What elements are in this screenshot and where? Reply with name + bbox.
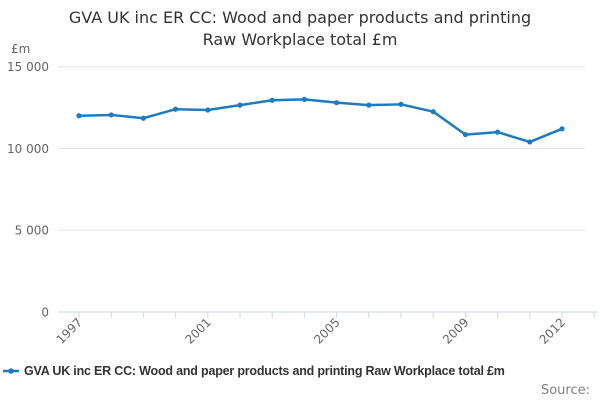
y-tick-label: 15 000	[7, 60, 49, 74]
y-axis-unit-label: £m	[11, 42, 30, 56]
data-point[interactable]	[173, 106, 179, 112]
x-tick-label: 2001	[182, 315, 213, 346]
legend-item[interactable]: GVA UK inc ER CC: Wood and paper product…	[3, 364, 599, 378]
data-point[interactable]	[108, 112, 114, 118]
plot-area: 15 000 10 000 5 000 0 £m 1997 2001 2005 2009 2012	[7, 42, 598, 347]
data-point[interactable]	[269, 97, 275, 103]
series-line	[77, 98, 564, 144]
data-point[interactable]	[334, 100, 340, 106]
x-tick-label: 2005	[311, 315, 342, 346]
data-point[interactable]	[559, 126, 565, 132]
x-tick-label: 1997	[54, 315, 85, 346]
data-point[interactable]	[462, 131, 468, 138]
legend-line-marker-icon	[3, 368, 19, 374]
legend-dot-icon	[8, 368, 14, 374]
data-point[interactable]	[205, 107, 211, 113]
data-point[interactable]	[495, 129, 501, 135]
x-tick-label: 2009	[440, 315, 471, 346]
source-label: Source:	[540, 383, 590, 398]
data-point[interactable]	[76, 113, 82, 119]
data-point[interactable]	[527, 139, 533, 145]
data-point[interactable]	[398, 101, 404, 107]
chart-title-line1: GVA UK inc ER CC: Wood and paper product…	[68, 8, 532, 27]
data-point[interactable]	[237, 102, 243, 108]
chart-title: GVA UK inc ER CC: Wood and paper product…	[0, 7, 600, 51]
chart-title-line2: Raw Workplace total £m	[202, 30, 398, 49]
legend-label: GVA UK inc ER CC: Wood and paper product…	[24, 364, 505, 378]
data-point[interactable]	[140, 115, 146, 121]
data-point[interactable]	[301, 96, 307, 103]
y-tick-label: 10 000	[7, 142, 49, 156]
y-tick-label: 5 000	[15, 224, 49, 238]
data-point[interactable]	[430, 109, 436, 115]
x-tick-label: 2012	[537, 315, 568, 346]
y-tick-label: 0	[41, 306, 49, 320]
data-point[interactable]	[366, 102, 372, 108]
